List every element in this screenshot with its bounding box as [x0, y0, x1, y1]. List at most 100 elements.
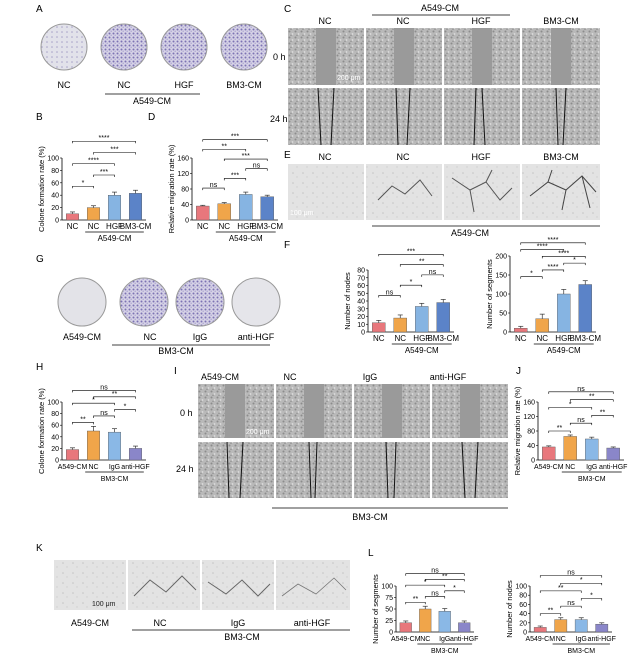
group-label: A549-CM: [229, 234, 263, 243]
y-tick-label: 0: [523, 630, 527, 637]
bar: [86, 207, 100, 221]
significance-label: ns: [567, 600, 575, 607]
significance-bracket: [202, 187, 225, 191]
column-label: NC: [397, 152, 410, 162]
y-tick-label: 0: [389, 630, 393, 637]
y-axis-label: Number of segments: [371, 574, 380, 644]
colony-dish: [119, 277, 169, 327]
column-label: NC: [397, 16, 410, 26]
bar: [260, 196, 274, 221]
panel-A-dishes: [40, 23, 268, 71]
bar: [239, 194, 253, 221]
row-label: 24 h: [176, 464, 194, 474]
bar: [196, 205, 210, 221]
scratch-gap: [472, 28, 492, 85]
y-tick-label: 30: [357, 306, 365, 313]
y-tick-label: 0: [361, 330, 365, 337]
x-tick-label: BM3-CM: [251, 222, 283, 231]
micrograph: [276, 442, 352, 498]
y-axis-label: Relative migration rate (%): [513, 386, 522, 475]
dish-label: anti-HGF: [238, 332, 275, 342]
significance-bracket: [560, 605, 582, 609]
significance-bracket: [378, 295, 401, 298]
y-axis-label: Colone formation rate (%): [37, 388, 46, 474]
significance-bracket: [424, 579, 465, 582]
y-tick-label: 80: [51, 411, 59, 418]
group-label: A549-CM: [547, 346, 581, 355]
image-label: NC: [154, 618, 167, 628]
y-tick-label: 100: [495, 292, 507, 299]
image-label: anti-HGF: [294, 618, 331, 628]
y-tick-label: 20: [51, 205, 59, 212]
x-tick-label: A549-CM: [534, 464, 564, 471]
x-tick-label: A549-CM: [525, 636, 555, 643]
scratch-images-I: 200 μm: [198, 384, 508, 499]
significance-bracket: [399, 264, 444, 267]
x-tick-label: NC: [373, 334, 385, 343]
bar: [563, 436, 577, 461]
column-label: HGF: [472, 152, 492, 162]
significance-bracket: [245, 168, 268, 171]
dish-label: A549-CM: [63, 332, 101, 342]
significance-bracket: [93, 415, 115, 418]
significance-label: *: [580, 577, 583, 584]
significance-bracket: [72, 422, 94, 425]
column-label: HGF: [472, 16, 492, 26]
significance-label: ns: [210, 182, 218, 189]
y-tick-label: 60: [51, 180, 59, 187]
significance-bracket: [539, 575, 603, 578]
y-tick-label: 120: [177, 171, 189, 178]
y-tick-label: 160: [523, 400, 535, 407]
scale-bar-label: 100 μm: [290, 210, 314, 217]
colony-dish: [231, 277, 281, 327]
group-label: BM3-CM: [431, 648, 459, 655]
column-label: BM3-CM: [543, 152, 579, 162]
x-tick-label: anti-HGF: [599, 464, 627, 471]
x-tick-label: HGF: [237, 222, 254, 231]
scale-bar-label: 200 μm: [246, 429, 270, 436]
panel-label-G: G: [36, 254, 44, 265]
significance-label: ***: [231, 134, 239, 141]
bar: [542, 446, 556, 461]
dish-label: NC: [58, 80, 71, 90]
x-tick-label: anti-HGF: [588, 636, 616, 643]
scale-bar-label: 100 μm: [92, 601, 116, 608]
micrograph: [288, 164, 364, 220]
y-tick-label: 150: [495, 273, 507, 280]
significance-bracket: [93, 396, 136, 399]
group-label: BM3-CM: [224, 632, 260, 642]
x-tick-label: IgG: [576, 636, 587, 643]
y-tick-label: 100: [381, 584, 393, 591]
x-tick-label: HGF: [413, 334, 430, 343]
panel-label-L: L: [368, 548, 374, 559]
significance-bracket: [405, 601, 426, 605]
y-tick-label: 20: [51, 446, 59, 453]
significance-label: ns: [253, 163, 261, 170]
micrograph: [432, 442, 508, 498]
group-label: BM3-CM: [567, 648, 595, 655]
x-tick-label: NC: [556, 636, 566, 643]
dish-label: HGF: [175, 80, 195, 90]
colony-dish: [220, 23, 268, 71]
scratch-gap: [394, 28, 414, 85]
significance-bracket: [591, 415, 614, 418]
y-tick-label: 0: [185, 218, 189, 225]
bar: [217, 203, 231, 221]
row-label: 24 h: [270, 114, 288, 124]
y-tick-label: 0: [55, 458, 59, 465]
significance-bracket: [93, 174, 115, 177]
tube-images-E: 100 μm: [288, 164, 600, 220]
scratch-gap: [304, 384, 324, 438]
significance-bracket: [541, 256, 586, 259]
significance-label: ****: [548, 237, 559, 244]
significance-label: **: [442, 573, 448, 580]
x-tick-label: NC: [67, 222, 79, 231]
significance-bracket: [548, 407, 593, 410]
scratch-gap: [460, 384, 480, 438]
colony-dish: [40, 23, 88, 71]
panel-label-C: C: [284, 4, 291, 15]
y-tick-label: 120: [523, 414, 535, 421]
scratch-gap: [225, 384, 245, 438]
